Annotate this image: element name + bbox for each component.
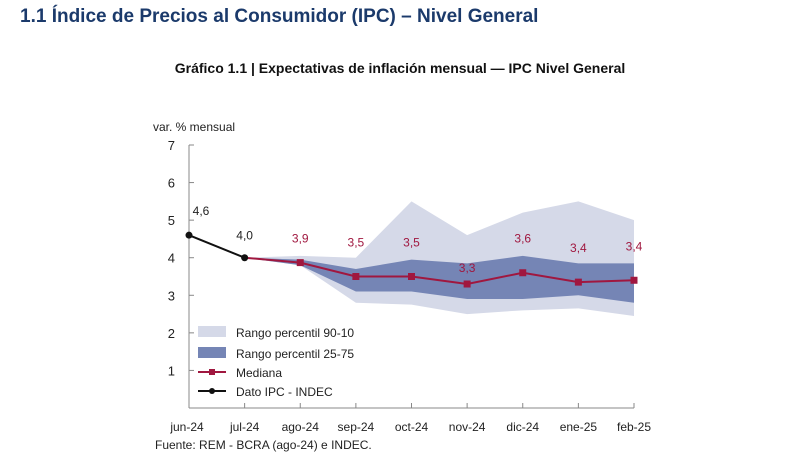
data-label: 3,4 <box>570 241 587 255</box>
legend-label: Rango percentil 25-75 <box>236 347 354 361</box>
x-tick-label: sep-24 <box>338 420 375 434</box>
median-point <box>519 269 527 277</box>
median-point <box>408 273 415 280</box>
x-tick-label: dic-24 <box>506 420 539 434</box>
median-point <box>352 273 360 280</box>
x-tick-label: oct-24 <box>395 420 429 434</box>
legend-marker <box>209 388 215 394</box>
ipc-point <box>241 254 249 262</box>
data-label: 3,9 <box>292 232 309 246</box>
x-tick-label: ene-25 <box>560 420 598 434</box>
median-point <box>574 278 582 286</box>
data-label: 3,5 <box>403 236 420 250</box>
line-dato-ipc-indec <box>188 234 246 259</box>
y-tick-label: 2 <box>168 326 175 341</box>
data-label: 3,4 <box>626 239 643 253</box>
line-mediana <box>244 256 635 286</box>
y-tick-label: 5 <box>168 213 175 228</box>
x-tick-label: jul-24 <box>229 420 260 434</box>
legend-swatch <box>198 326 226 337</box>
data-label: 3,3 <box>459 261 476 275</box>
x-tick-label: jun-24 <box>169 420 204 434</box>
legend-marker <box>209 369 215 375</box>
legend-label: Mediana <box>236 366 282 380</box>
data-label: 4,6 <box>193 204 210 218</box>
chart-title: Gráfico 1.1 | Expectativas de inflación … <box>174 60 626 76</box>
data-label: 4,0 <box>236 229 253 243</box>
y-tick-label: 1 <box>168 363 175 378</box>
source-note: Fuente: REM - BCRA (ago-24) e INDEC. <box>155 438 372 452</box>
y-tick-label: 7 <box>168 138 175 153</box>
ipc-point <box>185 231 193 239</box>
legend-label: Dato IPC - INDEC <box>236 385 333 399</box>
median-point <box>463 280 471 288</box>
data-label: 3,5 <box>348 236 365 250</box>
section-title: 1.1 Índice de Precios al Consumidor (IPC… <box>20 6 539 27</box>
x-tick-label: ago-24 <box>282 420 320 434</box>
y-axis-label: var. % mensual <box>153 120 235 134</box>
y-tick-label: 6 <box>168 176 175 191</box>
x-tick-label: feb-25 <box>617 420 651 434</box>
median-point <box>296 259 304 267</box>
y-tick-label: 4 <box>168 251 175 266</box>
legend-label: Rango percentil 90-10 <box>236 326 354 340</box>
data-label: 3,6 <box>514 232 531 246</box>
x-tick-label: nov-24 <box>449 420 486 434</box>
median-point <box>630 276 638 284</box>
band-rango-percentil-90-10 <box>244 201 634 316</box>
y-tick-label: 3 <box>168 288 175 303</box>
legend-swatch <box>198 347 226 358</box>
